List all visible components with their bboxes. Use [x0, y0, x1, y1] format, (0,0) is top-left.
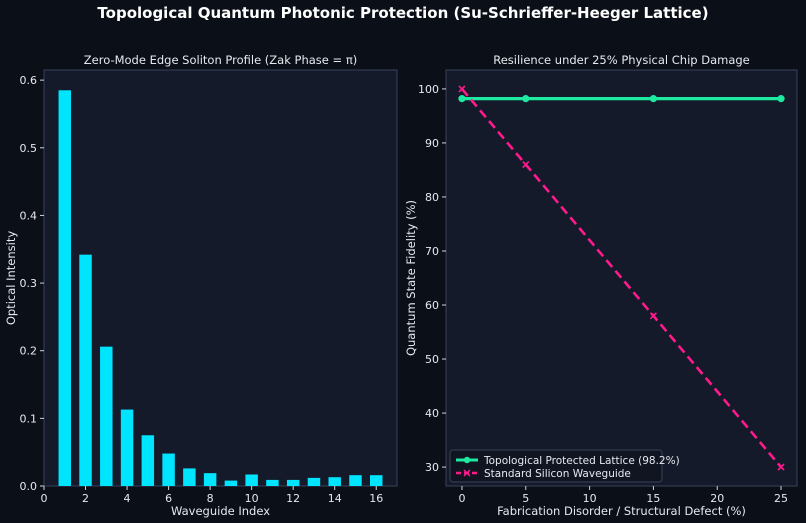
bar-9: [224, 480, 238, 486]
line-chart-x-ticks: 0 5 10 15 20 25: [458, 486, 788, 505]
bar-1: [58, 90, 71, 486]
line-series: [458, 85, 785, 471]
bar-13: [307, 477, 321, 486]
bar-10: [245, 474, 258, 486]
bar-11: [266, 479, 279, 486]
y-tick-label: 0.2: [20, 345, 38, 358]
bar-chart-title: Zero-Mode Edge Soliton Profile (Zak Phas…: [84, 53, 357, 67]
bar-series: [58, 90, 383, 486]
bar-14: [328, 477, 341, 486]
y-tick-label: 100: [418, 83, 439, 96]
bar-chart-panel: 0 2 4 6 8 10 12 14 16 0.0 0.1 0.2 0.3 0.4 0.5 0.6 Zero…: [4, 53, 398, 518]
y-tick-label: 60: [425, 299, 439, 312]
legend: Topological Protected Lattice (98.2%) St…: [449, 449, 680, 483]
y-tick-label: 40: [425, 407, 439, 420]
legend-label-standard: Standard Silicon Waveguide: [484, 468, 631, 480]
bar-chart-x-axis-label: Waveguide Index: [171, 504, 270, 518]
bar-3: [100, 346, 113, 486]
y-tick-label: 0.6: [20, 74, 38, 87]
line-chart-y-ticks: 30 40 50 60 70 80 90 100: [418, 83, 446, 474]
figure-title: Topological Quantum Photonic Protection …: [97, 4, 709, 22]
y-tick-label: 90: [425, 137, 439, 150]
legend-marker-0: [463, 456, 471, 464]
x-tick-label: 15: [646, 492, 660, 505]
x-tick-label: 20: [710, 492, 724, 505]
x-tick-label: 2: [82, 492, 89, 505]
bar-8: [203, 473, 217, 486]
x-tick-label: 10: [583, 492, 597, 505]
series-line-1: [460, 88, 783, 468]
x-tick-label: 25: [774, 492, 788, 505]
y-tick-label: 80: [425, 191, 439, 204]
series-1-point: [777, 463, 785, 471]
series-0-point: [458, 95, 466, 103]
x-tick-label: 14: [328, 492, 342, 505]
y-tick-label: 0.1: [20, 412, 38, 425]
bar-4: [120, 409, 134, 486]
y-tick-label: 0.5: [20, 142, 38, 155]
y-tick-label: 0.0: [20, 480, 38, 493]
x-tick-label: 8: [207, 492, 214, 505]
line-chart-y-axis-label: Quantum State Fidelity (%): [404, 200, 418, 356]
bar-2: [79, 254, 92, 486]
line-chart-x-axis-label: Fabrication Disorder / Structural Defect…: [497, 504, 746, 518]
legend-box: [449, 449, 663, 483]
bar-chart-y-axis-label: Optical Intensity: [4, 231, 18, 326]
bar-7: [183, 468, 196, 486]
x-tick-label: 12: [286, 492, 300, 505]
y-tick-label: 0.3: [20, 277, 38, 290]
x-tick-label: 5: [522, 492, 529, 505]
bar-chart-y-ticks: 0.0 0.1 0.2 0.3 0.4 0.5 0.6: [20, 74, 44, 493]
x-tick-label: 0: [41, 492, 48, 505]
series-0-point: [777, 95, 785, 103]
line-chart-panel: 0 5 10 15 20 25 30 40 50 60 70 80 90 100 Resilience …: [404, 53, 798, 518]
series-0-point: [522, 95, 530, 103]
series-1-point: [522, 160, 530, 169]
bar-chart-plot-area: [43, 69, 398, 487]
series-1-point: [458, 85, 466, 93]
legend-label-topological: Topological Protected Lattice (98.2%): [483, 455, 680, 467]
series-0-point: [649, 95, 658, 103]
x-tick-label: 6: [165, 492, 172, 505]
x-tick-label: 0: [458, 492, 465, 505]
series-1-point: [649, 312, 657, 320]
x-tick-label: 4: [124, 492, 131, 505]
x-tick-label: 16: [369, 492, 383, 505]
bar-16: [370, 475, 383, 486]
line-chart-title: Resilience under 25% Physical Chip Damag…: [493, 53, 750, 67]
y-tick-label: 50: [425, 353, 439, 366]
bar-5: [141, 435, 155, 486]
y-tick-label: 70: [425, 245, 439, 258]
bar-12: [286, 479, 300, 486]
y-tick-label: 0.4: [20, 209, 38, 222]
bar-15: [349, 475, 362, 486]
bar-chart-x-ticks: 0 2 4 6 8 10 12 14 16: [41, 486, 383, 505]
bar-6: [162, 453, 175, 486]
x-tick-label: 10: [245, 492, 259, 505]
y-tick-label: 30: [425, 461, 439, 474]
